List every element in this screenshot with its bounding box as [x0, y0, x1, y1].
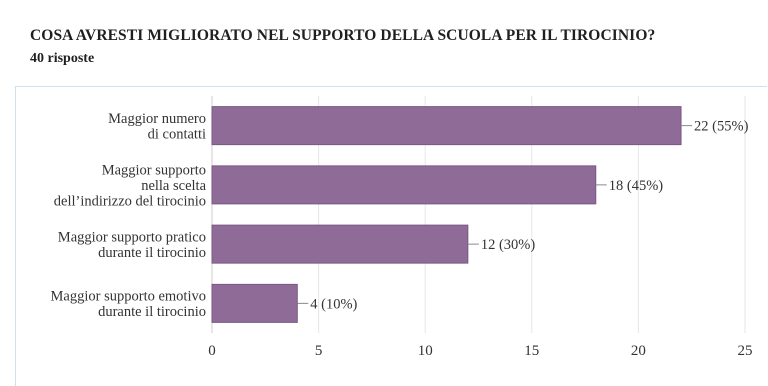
x-tick-label-3: 15	[524, 343, 539, 359]
category-label-line: durante il tirocinio	[98, 304, 206, 320]
value-label-1: 18 (45%)	[609, 178, 664, 194]
category-label-line: Maggior supporto pratico	[58, 229, 206, 245]
value-label-3: 4 (10%)	[310, 296, 357, 312]
category-label-0: Maggior numero di contatti	[108, 111, 206, 143]
x-tick-label-1: 5	[315, 343, 323, 359]
x-tick-label-4: 20	[631, 343, 646, 359]
value-label-2: 12 (30%)	[481, 237, 536, 253]
category-label-1: Maggior supporto nella scelta dell’indiriz…	[54, 162, 207, 209]
value-label-0: 22 (55%)	[694, 119, 749, 135]
bar-2	[211, 224, 469, 264]
x-tick-label-2: 10	[418, 343, 433, 359]
bar-1	[211, 165, 597, 205]
category-label-line: durante il tirocinio	[98, 245, 206, 261]
category-label-3: Maggior supporto emotivo durante il tiroc…	[51, 289, 206, 321]
bar-3	[211, 283, 298, 323]
response-count: 40 risposte	[30, 51, 95, 66]
category-label-line: Maggior supporto emotivo	[51, 289, 206, 305]
category-label-line: dell’indirizzo del tirocinio	[54, 193, 206, 209]
category-label-line: Maggior supporto	[102, 162, 206, 178]
category-label-line: di contatti	[148, 126, 206, 142]
category-label-2: Maggior supporto pratico durante il tiroc…	[58, 229, 206, 261]
x-tick-label-0: 0	[208, 343, 216, 359]
chart-panel	[15, 86, 767, 386]
x-tick-label-5: 25	[738, 343, 753, 359]
category-label-line: Maggior numero	[108, 111, 206, 127]
category-label-line: nella scelta	[141, 178, 206, 194]
chart-title: COSA AVRESTI MIGLIORATO NEL SUPPORTO DEL…	[30, 27, 656, 44]
bar-0	[211, 106, 682, 146]
